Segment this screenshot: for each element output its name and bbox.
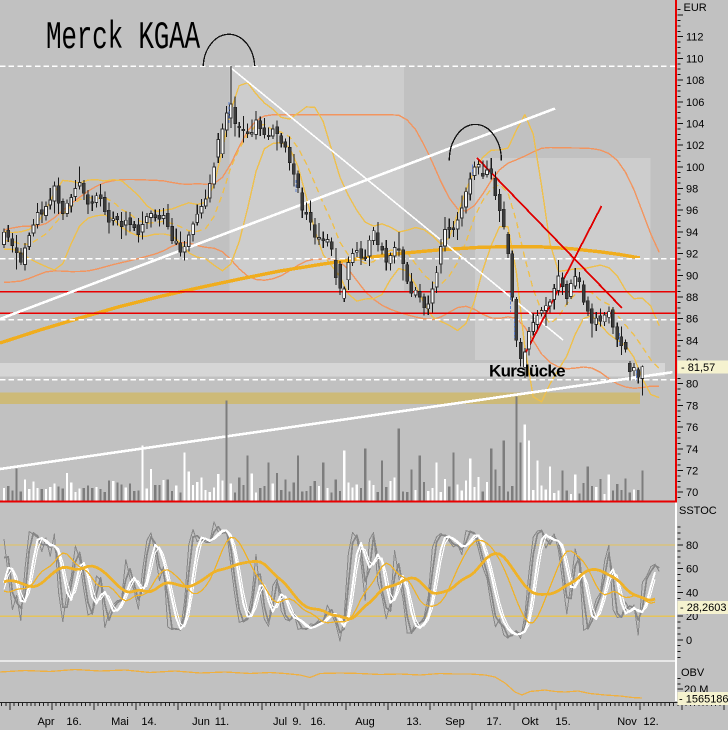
- svg-text:16.: 16.: [66, 716, 81, 728]
- svg-text:70: 70: [686, 487, 698, 499]
- svg-text:13.: 13.: [406, 716, 421, 728]
- svg-text:Mai: Mai: [111, 716, 129, 728]
- svg-text:72: 72: [686, 466, 698, 478]
- svg-text:Kurslücke: Kurslücke: [489, 362, 565, 381]
- svg-text:- 28,2603: - 28,2603: [680, 602, 726, 614]
- svg-text:Merck KGAA: Merck KGAA: [46, 15, 200, 60]
- svg-text:96: 96: [686, 205, 698, 217]
- svg-text:74: 74: [686, 444, 698, 456]
- svg-text:SSTOC: SSTOC: [679, 505, 717, 517]
- svg-text:90: 90: [686, 270, 698, 282]
- svg-text:40: 40: [686, 587, 698, 599]
- svg-text:17.: 17.: [486, 716, 501, 728]
- svg-text:92: 92: [686, 249, 698, 261]
- svg-text:78: 78: [686, 400, 698, 412]
- svg-text:60: 60: [686, 564, 698, 576]
- svg-text:EUR: EUR: [684, 2, 707, 14]
- svg-text:16.: 16.: [310, 716, 325, 728]
- svg-text:Aug: Aug: [355, 716, 375, 728]
- svg-text:Nov: Nov: [617, 716, 637, 728]
- svg-text:104: 104: [686, 119, 704, 131]
- svg-text:20: 20: [686, 611, 698, 623]
- svg-text:- 15651860: - 15651860: [679, 693, 728, 705]
- svg-text:100: 100: [686, 162, 704, 174]
- svg-text:80: 80: [686, 379, 698, 391]
- svg-text:11.: 11.: [215, 716, 229, 728]
- svg-text:110: 110: [686, 53, 704, 65]
- svg-text:106: 106: [686, 97, 704, 109]
- svg-text:15.: 15.: [555, 716, 570, 728]
- svg-text:86: 86: [686, 314, 698, 326]
- svg-text:Jul: Jul: [273, 716, 287, 728]
- svg-text:12.: 12.: [643, 716, 658, 728]
- svg-text:84: 84: [686, 335, 698, 347]
- svg-text:94: 94: [686, 227, 698, 239]
- svg-text:Apr: Apr: [37, 716, 54, 728]
- svg-text:OBV: OBV: [681, 667, 705, 679]
- svg-text:108: 108: [686, 75, 704, 87]
- svg-text:76: 76: [686, 422, 698, 434]
- svg-text:- 81,57: - 81,57: [681, 362, 715, 374]
- svg-text:112: 112: [686, 32, 704, 44]
- svg-text:9.: 9.: [292, 716, 301, 728]
- svg-text:Sep: Sep: [445, 716, 465, 728]
- svg-text:102: 102: [686, 140, 704, 152]
- svg-text:98: 98: [686, 184, 698, 196]
- svg-text:0: 0: [686, 635, 692, 647]
- svg-text:80: 80: [686, 540, 698, 552]
- svg-text:Jun: Jun: [192, 716, 210, 728]
- svg-text:Okt: Okt: [521, 716, 538, 728]
- svg-text:88: 88: [686, 292, 698, 304]
- svg-text:14.: 14.: [141, 716, 156, 728]
